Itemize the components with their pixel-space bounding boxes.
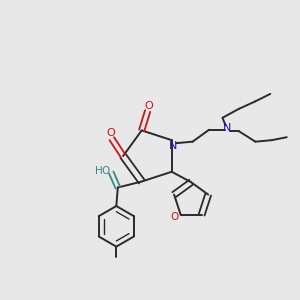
Text: H: H <box>95 166 103 176</box>
Text: O: O <box>102 166 110 176</box>
Text: O: O <box>106 128 115 138</box>
Text: O: O <box>144 100 153 111</box>
Text: O: O <box>170 212 179 222</box>
Text: N: N <box>223 123 231 133</box>
Text: N: N <box>169 141 177 151</box>
